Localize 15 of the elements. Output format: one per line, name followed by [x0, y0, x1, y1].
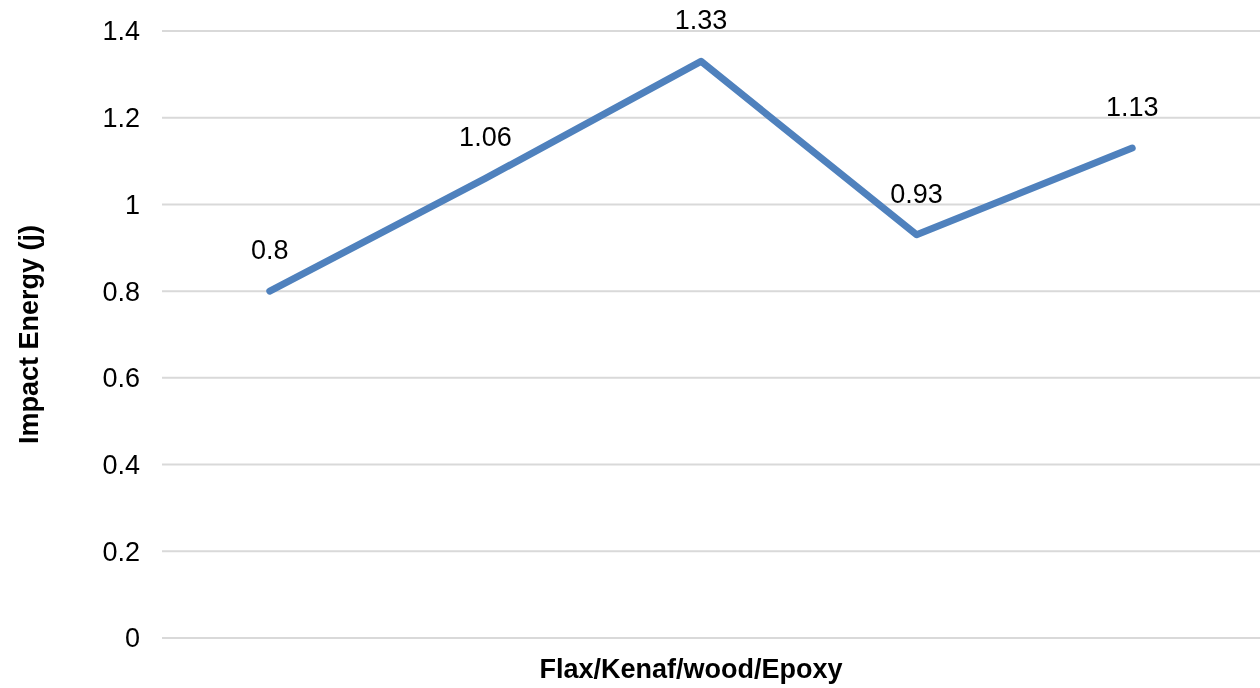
data-label: 1.06 [459, 122, 512, 153]
data-label: 0.93 [890, 178, 943, 209]
y-tick-label: 1.4 [102, 16, 140, 47]
y-tick-label: 0.4 [102, 450, 140, 481]
y-tick-label: 0.2 [102, 536, 140, 567]
y-tick-label: 1.2 [102, 103, 140, 134]
y-tick-label: 0.6 [102, 363, 140, 394]
data-label: 1.33 [674, 5, 728, 36]
data-label: 1.13 [1105, 92, 1159, 123]
y-tick-label: 1 [124, 189, 140, 220]
y-tick-label: 0 [124, 623, 140, 654]
x-axis-title: Flax/Kenaf/wood/Epoxy [539, 654, 843, 684]
y-tick-label: 0.8 [102, 276, 140, 307]
y-axis-title: Impact Energy (j) [14, 224, 44, 445]
data-label: 0.8 [251, 235, 289, 266]
